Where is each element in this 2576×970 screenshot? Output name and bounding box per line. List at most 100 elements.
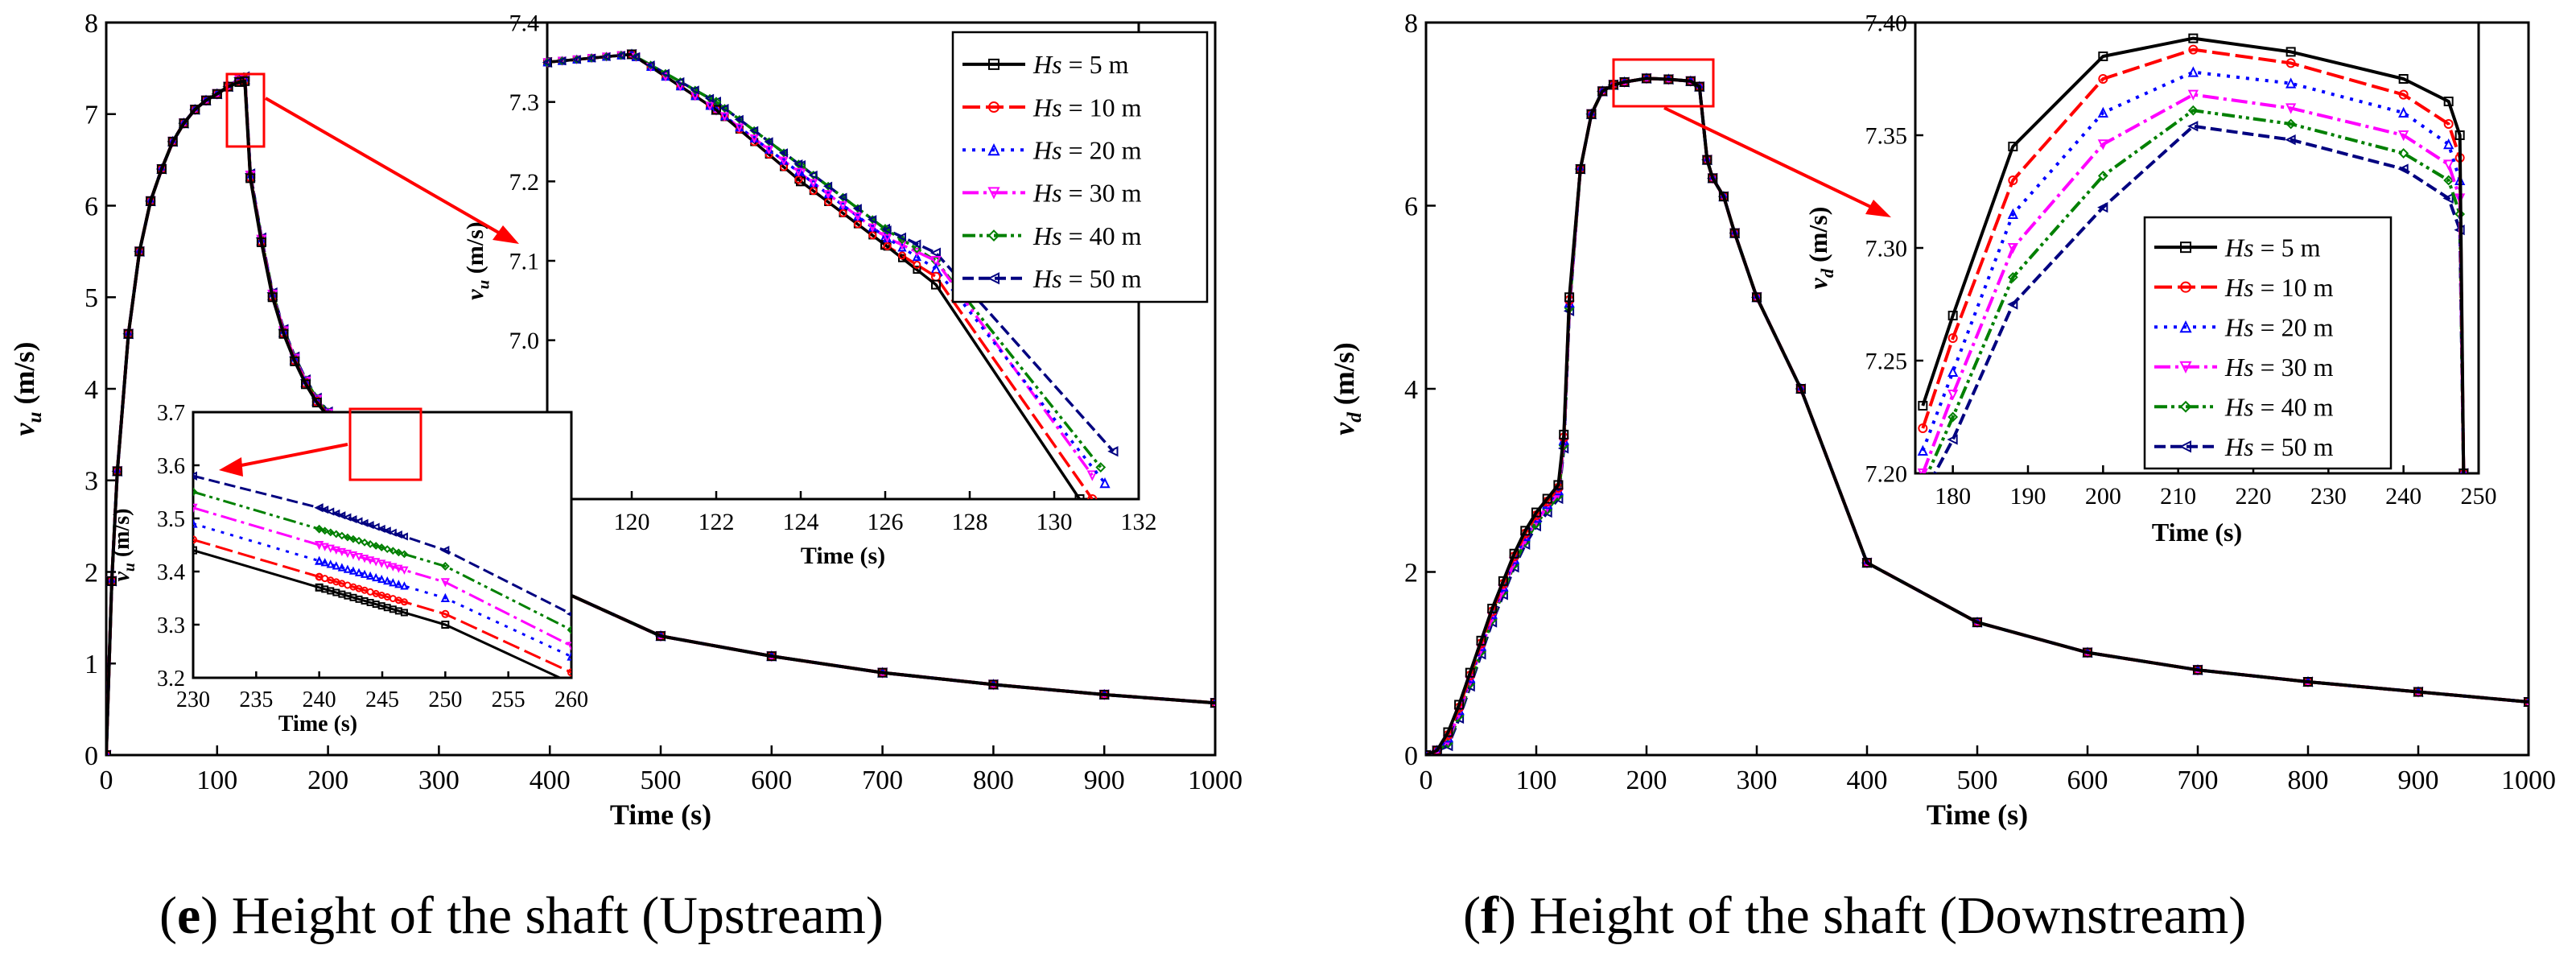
f-main-marker bbox=[1642, 73, 1651, 84]
f-inset-marker bbox=[2187, 89, 2199, 101]
e-inset-bot-dense-marker bbox=[320, 526, 329, 535]
e-inset-top-dense-marker bbox=[898, 251, 906, 260]
f-inset-marker bbox=[2188, 33, 2199, 43]
f-inset-marker bbox=[2443, 138, 2454, 150]
e-inset-bot-dense-marker bbox=[394, 564, 403, 573]
e-inset-bot-dense-marker bbox=[377, 524, 385, 534]
f-inset-ytick-label: 7.30 bbox=[1865, 236, 1908, 262]
f-main-marker bbox=[1564, 292, 1575, 303]
f-main-marker bbox=[2524, 697, 2529, 708]
f-legend-var: Hs bbox=[2224, 392, 2254, 421]
e-inset-top-dense-marker bbox=[912, 251, 921, 262]
f-legend-entry: Hs = 10 m bbox=[2224, 273, 2334, 302]
e-inset-bot-dense-marker bbox=[314, 503, 324, 512]
e-inset-bot-dense-marker bbox=[360, 569, 369, 578]
e-inset-top-dense-marker bbox=[749, 134, 759, 144]
e-main-ytick-label: 7 bbox=[84, 101, 98, 130]
f-main-marker bbox=[1619, 76, 1630, 87]
e-inset-bot-dense-marker bbox=[365, 521, 374, 530]
e-inset-bot-xtick-label: 255 bbox=[492, 687, 526, 712]
e-legend-var: Hs bbox=[1032, 264, 1062, 293]
e-inset-bot-ytick-label: 3.6 bbox=[157, 454, 185, 479]
f-inset-marker bbox=[1917, 444, 1928, 456]
e-inset-top-dense-marker bbox=[897, 241, 907, 250]
e-inset-bot-dense-marker bbox=[320, 558, 329, 567]
e-inset-top-marker bbox=[1095, 462, 1107, 473]
f-inset-xtick-label: 180 bbox=[1935, 483, 1971, 510]
f-inset-marker bbox=[2188, 44, 2199, 55]
f-inset-marker bbox=[2285, 58, 2296, 68]
e-inset-bot-line-hs5 bbox=[193, 549, 563, 678]
caption-f: (f) Height of the shaft (Downstream) bbox=[1463, 886, 2247, 945]
f-inset-marker bbox=[1947, 411, 1959, 423]
f-legend-marker bbox=[2178, 440, 2191, 453]
e-inset-top-dense-marker bbox=[853, 212, 863, 221]
f-legend-var: Hs bbox=[2224, 312, 2254, 341]
f-inset-ytick-label: 7.40 bbox=[1865, 10, 1908, 37]
f-main-marker bbox=[1432, 745, 1442, 755]
e-inset-bot-dense-marker bbox=[365, 556, 375, 565]
f-inset-marker bbox=[2097, 139, 2108, 151]
f-main-marker bbox=[1559, 429, 1569, 440]
e-inset-top-dense-marker bbox=[778, 148, 788, 158]
f-legend-marker bbox=[2180, 281, 2191, 293]
e-inset-bot-dense-marker bbox=[400, 550, 409, 559]
e-inset-top-dense-marker bbox=[793, 167, 803, 177]
f-inset-xlabel: Time (s) bbox=[2152, 518, 2242, 547]
f-legend-marker bbox=[2179, 361, 2192, 374]
e-main-marker bbox=[179, 118, 189, 129]
e-main-marker bbox=[1099, 689, 1110, 700]
e-legend-var: Hs bbox=[1032, 93, 1062, 122]
f-inset-xtick-label: 220 bbox=[2236, 483, 2272, 510]
f-inset-marker bbox=[2443, 175, 2454, 186]
e-inset-bot-dense-marker bbox=[400, 566, 409, 575]
e-legend: Hs = 5 mHs = 10 mHs = 20 mHs = 30 mHs = … bbox=[951, 31, 1209, 303]
f-inset-series bbox=[1917, 33, 2469, 473]
e-inset-top-dense-marker bbox=[557, 56, 567, 66]
f-legend-entry: Hs = 5 m bbox=[2224, 233, 2321, 262]
e-main-ylabel-unit: (m/s) bbox=[8, 342, 40, 412]
e-inset-bot-dense-marker bbox=[365, 571, 375, 580]
e-inset-bot-dense-marker bbox=[360, 555, 369, 563]
e-inset-bot-dense-marker bbox=[337, 511, 346, 520]
f-inset-ylabel-sub: d bbox=[1817, 268, 1837, 278]
e-inset-bot-dense-marker bbox=[343, 513, 352, 522]
e-inset-bot-marker bbox=[440, 561, 450, 571]
e-main-marker bbox=[123, 328, 134, 339]
e-inset-bot-dense-marker bbox=[319, 506, 329, 514]
e-inset-top-dense-marker bbox=[868, 223, 877, 233]
e-main-marker bbox=[201, 95, 212, 105]
e-inset-bot-dense-marker bbox=[394, 548, 403, 557]
e-inset-bot-marker bbox=[193, 518, 198, 528]
e-main-marker bbox=[278, 328, 289, 339]
f-legend-entry: Hs = 50 m bbox=[2224, 432, 2334, 461]
e-main-marker bbox=[311, 398, 322, 408]
e-inset-top-xtick-label: 126 bbox=[868, 509, 904, 535]
e-inset-bot-dense-marker bbox=[337, 563, 346, 572]
e-main-marker bbox=[156, 164, 167, 174]
f-inset-marker bbox=[1918, 423, 1928, 433]
e-legend-var: Hs bbox=[1032, 50, 1062, 79]
f-main-marker bbox=[1729, 228, 1740, 238]
e-legend-value: = 10 m bbox=[1062, 93, 1142, 122]
e-inset-top-dense-marker bbox=[897, 242, 907, 252]
e-inset-bot-dense-marker bbox=[361, 538, 369, 547]
e-main-xtick-label: 0 bbox=[100, 766, 113, 795]
e-main-xtick-label: 600 bbox=[751, 766, 792, 795]
f-inset-marker bbox=[2007, 208, 2018, 219]
e-inset-top-xtick-label: 122 bbox=[699, 509, 735, 535]
e-inset-bot-dense-marker bbox=[349, 535, 357, 543]
e-inset-bot-dense-marker bbox=[332, 561, 340, 570]
e-inset-top-dense-marker bbox=[822, 181, 833, 191]
e-inset-bot-marker bbox=[567, 668, 571, 677]
e-inset-bot-dense-marker bbox=[348, 566, 358, 575]
f-inset-marker bbox=[2187, 105, 2199, 116]
e-inset-top-dense-marker bbox=[868, 215, 877, 225]
e-inset-bot-dense-marker bbox=[354, 517, 363, 526]
f-main-marker bbox=[2413, 687, 2423, 697]
f-inset-ytick-label: 7.35 bbox=[1865, 123, 1908, 150]
e-inset-top-dense-marker bbox=[719, 112, 730, 122]
e-main-xtick-label: 900 bbox=[1084, 766, 1125, 795]
f-inset-marker bbox=[2187, 66, 2199, 77]
